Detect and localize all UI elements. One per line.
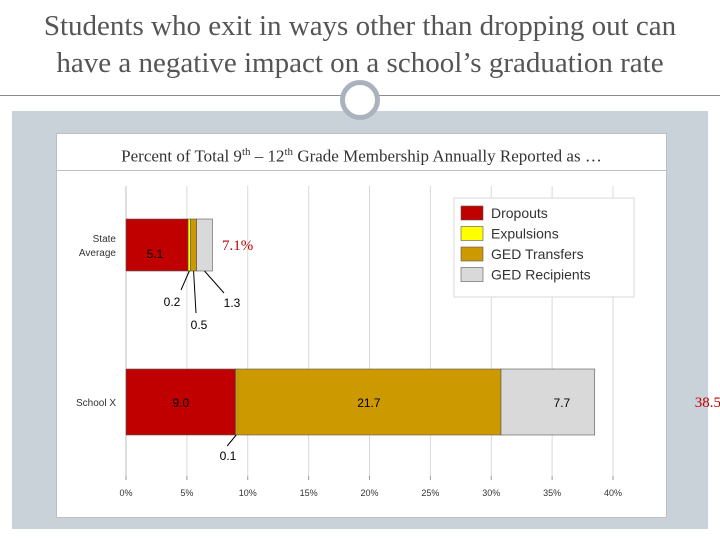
- chart-title: Percent of Total 9th – 12th Grade Member…: [56, 133, 667, 171]
- x-tick-label: 15%: [300, 488, 318, 498]
- category-label: Average: [79, 248, 117, 259]
- bar-segment-ged-transfers: [236, 368, 502, 436]
- legend-swatch: [460, 226, 484, 241]
- slide-title-line-2: have a negative impact on a school’s gra…: [56, 47, 664, 79]
- legend-box: [453, 197, 635, 298]
- data-label: 21.7: [357, 396, 381, 410]
- chart-panel: [56, 133, 667, 518]
- x-tick-label: 10%: [239, 488, 257, 498]
- slide-title-line-1: Students who exit in ways other than dro…: [43, 10, 677, 42]
- data-label: 0.5: [191, 318, 208, 332]
- slide-title: Students who exit in ways other than dro…: [0, 0, 720, 96]
- chart-title-end: Grade Membership Annually Reported as …: [293, 146, 602, 166]
- leader-line: [193, 270, 197, 314]
- bar-segment-ged-recipients: [196, 218, 213, 272]
- chart-title-sup-1: th: [241, 146, 251, 158]
- legend-label: GED Recipients: [491, 267, 591, 283]
- total-label: 7.1%: [222, 238, 253, 254]
- data-label: 5.1: [147, 247, 164, 261]
- bar-segment-dropouts: [125, 218, 189, 272]
- x-tick-label: 30%: [482, 488, 500, 498]
- category-label: School X: [76, 398, 116, 409]
- leader-line: [180, 270, 190, 291]
- data-label: 7.7: [554, 396, 571, 410]
- x-tick-label: 5%: [180, 488, 193, 498]
- chart-title-sup-2: th: [284, 146, 294, 158]
- legend-label: Dropouts: [491, 205, 548, 221]
- data-label: 1.3: [224, 296, 241, 310]
- legend-swatch: [460, 267, 484, 282]
- legend-label: Expulsions: [491, 226, 559, 242]
- x-tick-label: 20%: [360, 488, 378, 498]
- x-tick-label: 25%: [421, 488, 439, 498]
- leader-line: [226, 434, 237, 447]
- decorative-ring-icon: [340, 80, 380, 120]
- bar-segment-ged-recipients: [500, 368, 596, 436]
- legend-swatch: [460, 205, 484, 221]
- leader-line: [204, 270, 225, 294]
- data-label: 0.1: [220, 449, 237, 463]
- bar-segment-ged-transfers: [190, 218, 197, 272]
- chart-title-main: Percent of Total 9: [121, 146, 242, 166]
- data-label: 9.0: [172, 396, 189, 410]
- chart-title-mid: – 12: [250, 146, 285, 166]
- total-label: 38.5%: [695, 395, 720, 411]
- category-label: State: [93, 234, 117, 245]
- data-label: 0.2: [164, 295, 181, 309]
- x-tick-label: 35%: [543, 488, 561, 498]
- x-tick-label: 40%: [604, 488, 622, 498]
- x-tick-label: 0%: [119, 488, 132, 498]
- bar-segment-expulsions: [187, 218, 191, 272]
- legend-label: GED Transfers: [491, 246, 584, 262]
- legend-swatch: [460, 246, 484, 262]
